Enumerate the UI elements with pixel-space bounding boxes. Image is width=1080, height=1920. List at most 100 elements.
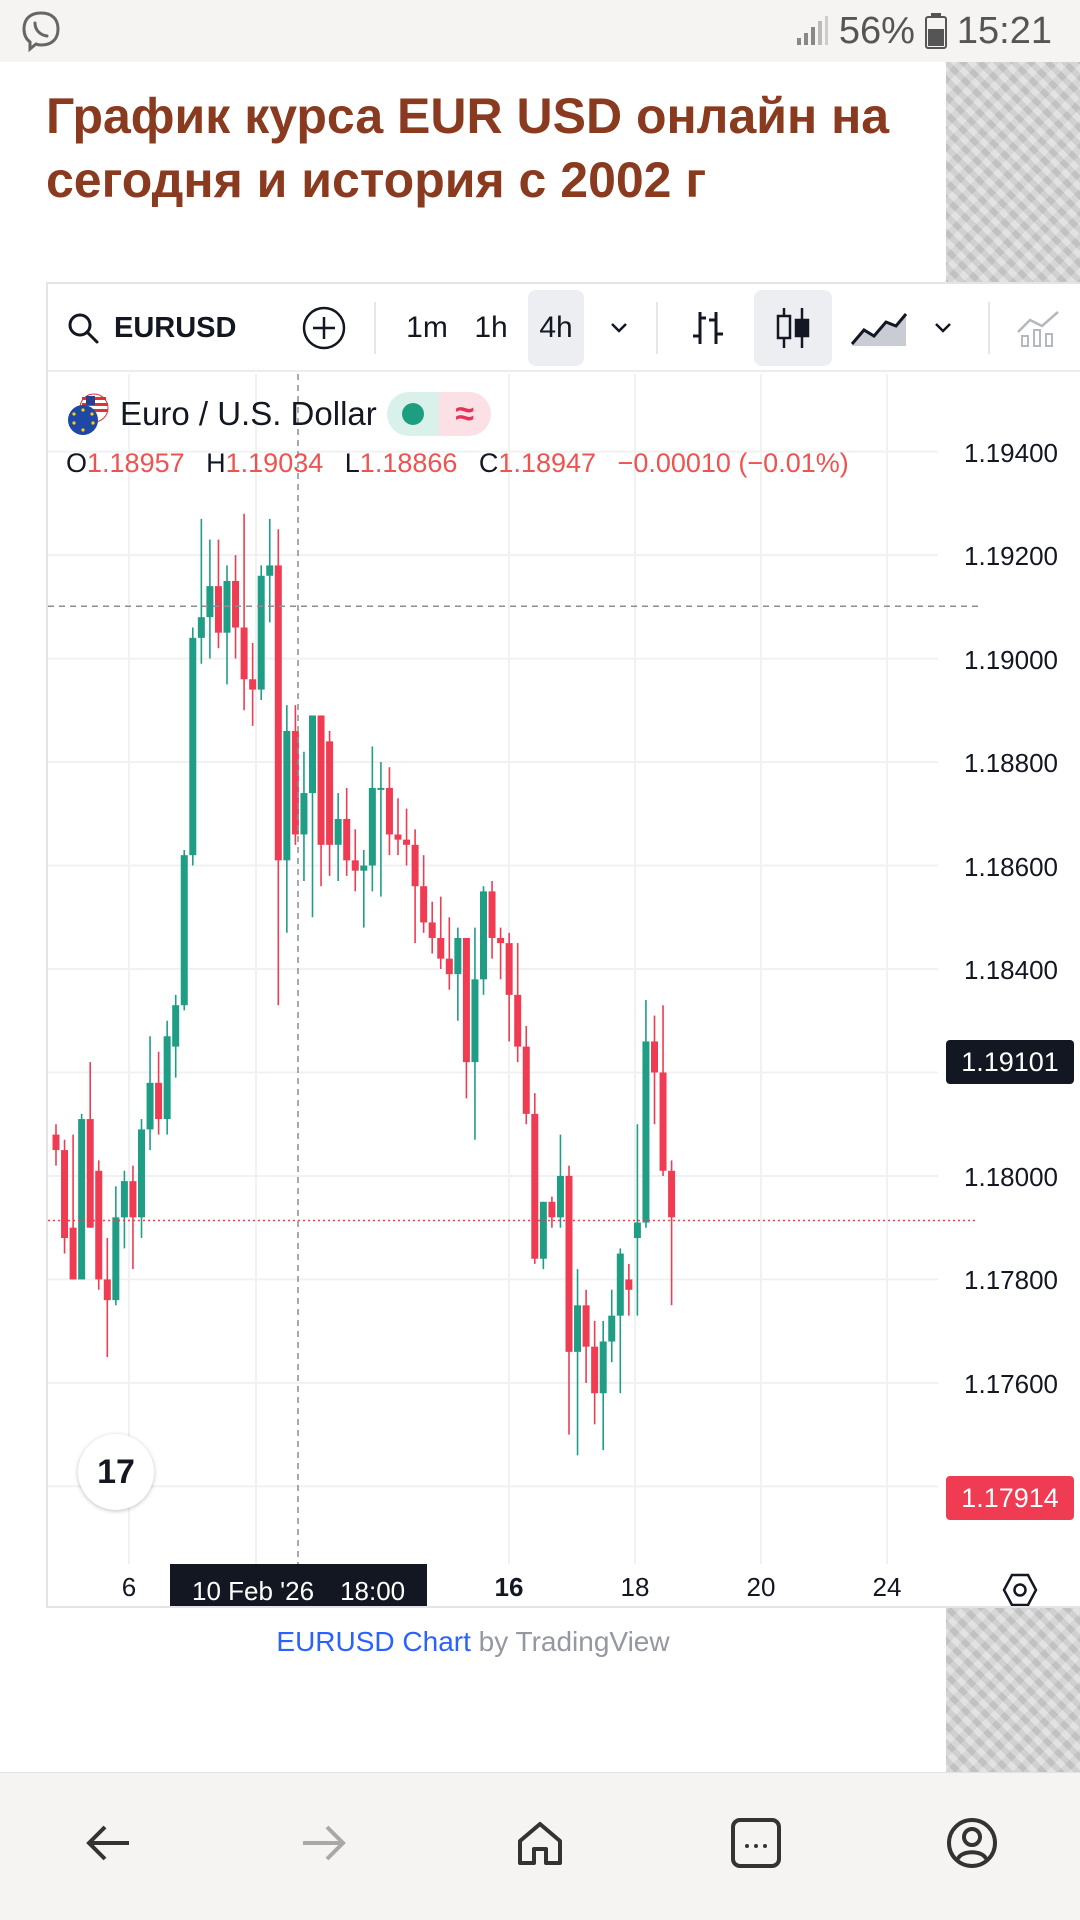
bars-icon (693, 312, 723, 344)
change-value: −0.00010 (−0.01%) (617, 448, 849, 478)
candle (616, 1248, 624, 1394)
candle (351, 829, 359, 892)
viber-icon (22, 11, 60, 52)
back-button[interactable] (68, 1803, 148, 1883)
candle (488, 881, 496, 959)
plus-circle-icon (302, 306, 346, 350)
close-value: 1.18947 (498, 448, 597, 478)
indicators-button[interactable] (1008, 284, 1068, 372)
candle (95, 1160, 103, 1290)
candle (172, 994, 180, 1078)
delayed-data-icon: ≈ (438, 392, 491, 436)
candle (522, 1025, 530, 1125)
high-label: H (206, 448, 226, 478)
bars-style-button[interactable] (676, 284, 740, 372)
ohlc-values: O1.18957 H1.19034 L1.18866 C1.18947 −0.0… (66, 448, 849, 479)
compare-symbol-button[interactable] (296, 284, 352, 372)
close-label: C (478, 448, 499, 478)
toolbar-divider (656, 302, 658, 354)
time-axis[interactable]: 6 16 18 20 24 10 Feb '26 18:00 (48, 1564, 1080, 1608)
candle (257, 565, 265, 700)
candle (274, 529, 282, 1006)
candle (343, 787, 351, 876)
candle (385, 767, 393, 856)
candle (531, 1093, 539, 1264)
candle (291, 705, 299, 845)
by-tradingview-link[interactable]: by TradingView (478, 1626, 670, 1657)
account-button[interactable] (932, 1803, 1012, 1883)
interval-4h[interactable]: 4h (528, 290, 584, 366)
candles-style-button[interactable] (754, 290, 832, 366)
candle (283, 705, 291, 933)
candle (334, 793, 342, 882)
candle (565, 1165, 573, 1435)
candle (514, 943, 522, 1063)
chart-legend: Euro / U.S. Dollar ≈ O1.18957 H1.19034 L… (66, 392, 849, 479)
candle (69, 1134, 77, 1280)
candle (548, 1196, 556, 1228)
candlestick-chart[interactable] (48, 374, 1080, 1564)
price-tick: 1.18600 (964, 851, 1058, 882)
candle (360, 850, 368, 928)
symbol-search-button[interactable]: EURUSD (66, 284, 276, 372)
chart-caption: EURUSD Chart by TradingView (0, 1626, 946, 1658)
chart-area[interactable]: Euro / U.S. Dollar ≈ O1.18957 H1.19034 L… (48, 374, 1080, 1608)
price-tick: 1.19000 (964, 644, 1058, 675)
candle (420, 855, 428, 933)
candle (471, 927, 479, 1140)
open-value: 1.18957 (87, 448, 185, 478)
chevron-down-icon (935, 323, 951, 333)
time-tick: 20 (746, 1572, 776, 1602)
candle (625, 1263, 633, 1316)
candle (61, 1139, 69, 1254)
candle (539, 1201, 547, 1270)
candle (240, 513, 248, 711)
candle (309, 715, 316, 918)
area-style-button[interactable] (844, 284, 914, 372)
candle (668, 1160, 676, 1306)
market-status-badge[interactable]: ≈ (386, 392, 491, 436)
interval-1m[interactable]: 1m (406, 311, 448, 344)
low-value: 1.18866 (359, 448, 458, 478)
candle (129, 1165, 137, 1270)
candle (155, 1051, 163, 1135)
candle (445, 917, 453, 990)
tradingview-logo-icon[interactable]: 17 (78, 1434, 154, 1510)
open-label: O (66, 448, 88, 478)
candle (300, 751, 308, 882)
low-label: L (344, 448, 360, 478)
tabs-button[interactable] (716, 1803, 796, 1883)
candle (112, 1186, 120, 1306)
tabs-icon (731, 1818, 781, 1868)
candles-icon (776, 308, 810, 348)
home-button[interactable] (500, 1803, 580, 1883)
symbol-label: EURUSD (114, 311, 237, 344)
last-price-label: 1.17914 (946, 1476, 1074, 1520)
candle (608, 1289, 616, 1363)
candle (214, 539, 222, 649)
price-tick: 1.19400 (964, 437, 1058, 468)
forward-button[interactable] (284, 1803, 364, 1883)
settings-gear-icon[interactable] (1000, 1570, 1040, 1608)
eur-usd-flag-icon (66, 392, 110, 436)
crosshair-hour: 18:00 (340, 1575, 406, 1606)
candle (197, 518, 205, 664)
interval-dropdown[interactable] (596, 284, 642, 372)
chart-style-dropdown[interactable] (920, 284, 966, 372)
candle (633, 1124, 641, 1316)
candle (642, 1000, 650, 1228)
instrument-name: Euro / U.S. Dollar (120, 395, 377, 432)
candle (317, 715, 325, 887)
interval-1h[interactable]: 1h (474, 311, 508, 344)
search-icon (68, 313, 99, 344)
candle (266, 518, 274, 623)
candle (249, 643, 257, 726)
eurusd-chart-link[interactable]: EURUSD Chart (276, 1626, 471, 1657)
candle (582, 1289, 590, 1383)
candle (437, 896, 445, 969)
candle (206, 539, 214, 659)
candle (368, 746, 376, 892)
candle (326, 731, 334, 876)
home-icon (518, 1822, 562, 1865)
time-tick: 6 (121, 1572, 137, 1602)
